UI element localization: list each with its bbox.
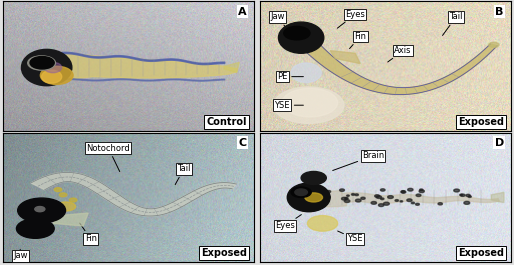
Circle shape (17, 198, 66, 223)
Circle shape (376, 196, 381, 198)
Text: Jaw: Jaw (270, 12, 297, 41)
Circle shape (464, 201, 470, 204)
Circle shape (341, 197, 347, 200)
Ellipse shape (42, 70, 62, 83)
Circle shape (54, 188, 62, 192)
Ellipse shape (41, 66, 73, 85)
Circle shape (407, 199, 412, 201)
Circle shape (69, 198, 77, 202)
Circle shape (466, 194, 470, 197)
Circle shape (380, 198, 384, 200)
Text: Exposed: Exposed (458, 249, 504, 258)
Circle shape (401, 191, 405, 193)
Circle shape (419, 189, 423, 191)
Circle shape (340, 189, 344, 191)
Circle shape (59, 193, 67, 197)
Ellipse shape (305, 193, 323, 202)
Circle shape (416, 194, 421, 197)
Circle shape (344, 200, 350, 202)
Ellipse shape (22, 49, 72, 86)
Text: Jaw: Jaw (13, 249, 27, 260)
Circle shape (383, 202, 390, 205)
Circle shape (454, 189, 460, 192)
Text: Exposed: Exposed (201, 249, 247, 258)
Circle shape (291, 187, 311, 197)
Ellipse shape (279, 22, 324, 53)
Text: Control: Control (207, 117, 247, 127)
Polygon shape (53, 213, 88, 226)
Text: Exposed: Exposed (458, 117, 504, 127)
Circle shape (468, 196, 471, 197)
Text: Tail: Tail (175, 164, 191, 185)
Circle shape (355, 194, 358, 196)
Circle shape (321, 191, 326, 194)
Text: Eyes: Eyes (337, 10, 365, 28)
Text: A: A (238, 7, 247, 16)
Circle shape (326, 191, 331, 193)
Polygon shape (289, 189, 500, 207)
Text: C: C (238, 138, 247, 148)
Text: Eyes: Eyes (275, 215, 301, 231)
Text: PE: PE (277, 72, 303, 81)
Circle shape (371, 201, 376, 204)
Text: Notochord: Notochord (86, 144, 130, 171)
Ellipse shape (301, 171, 326, 184)
Circle shape (284, 26, 310, 40)
Circle shape (400, 201, 402, 202)
Circle shape (401, 191, 406, 193)
Polygon shape (33, 53, 237, 79)
Ellipse shape (287, 183, 330, 212)
Circle shape (325, 199, 328, 200)
Text: YSE: YSE (274, 101, 303, 110)
Circle shape (438, 203, 443, 205)
Circle shape (295, 189, 307, 196)
Circle shape (35, 206, 45, 212)
Text: B: B (495, 7, 504, 16)
Text: Brain: Brain (333, 151, 384, 170)
Circle shape (346, 195, 350, 196)
Text: Axis: Axis (388, 46, 412, 62)
Circle shape (460, 194, 463, 196)
Circle shape (388, 196, 393, 198)
Circle shape (16, 219, 54, 238)
Circle shape (356, 199, 361, 202)
Ellipse shape (291, 63, 321, 82)
Circle shape (380, 189, 385, 191)
Polygon shape (330, 51, 360, 64)
Circle shape (419, 190, 425, 193)
Circle shape (28, 56, 56, 70)
Circle shape (461, 194, 465, 196)
Circle shape (361, 197, 365, 199)
Circle shape (321, 192, 326, 195)
Circle shape (345, 197, 348, 199)
Ellipse shape (489, 42, 499, 47)
Circle shape (30, 56, 54, 69)
Ellipse shape (273, 87, 344, 123)
Ellipse shape (307, 216, 338, 231)
Polygon shape (31, 173, 236, 216)
Ellipse shape (44, 62, 62, 73)
Circle shape (408, 188, 413, 191)
Circle shape (378, 204, 384, 206)
Polygon shape (491, 192, 504, 203)
Text: YSE: YSE (338, 231, 363, 244)
Circle shape (352, 194, 355, 195)
Circle shape (411, 202, 414, 204)
Polygon shape (224, 62, 240, 73)
Text: D: D (494, 138, 504, 148)
Circle shape (415, 203, 419, 205)
Ellipse shape (282, 88, 338, 117)
Text: Fin: Fin (80, 223, 97, 244)
Text: Tail: Tail (443, 12, 463, 36)
Text: Fin: Fin (350, 32, 366, 48)
Circle shape (326, 196, 331, 198)
Circle shape (395, 200, 398, 201)
Circle shape (375, 195, 380, 197)
Ellipse shape (56, 202, 76, 211)
Polygon shape (288, 30, 497, 95)
